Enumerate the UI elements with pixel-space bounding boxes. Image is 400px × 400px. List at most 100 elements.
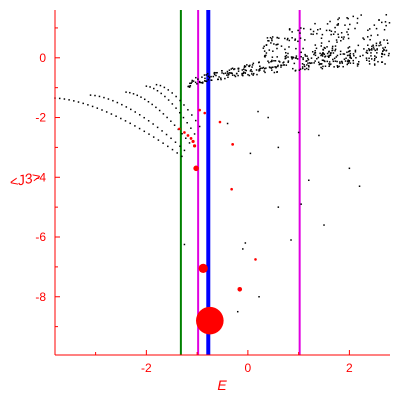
band-point [226, 70, 229, 73]
cloud-point [284, 37, 286, 40]
band-point [383, 53, 386, 56]
band-point [224, 72, 227, 74]
family-3-point [190, 127, 192, 129]
band-point [243, 66, 246, 68]
cloud-point [295, 47, 297, 50]
band-point [299, 68, 302, 70]
band-point [279, 61, 281, 63]
x-tick-labels: -2 0 2 [141, 361, 353, 375]
band-point [292, 56, 294, 58]
family-2-point [129, 91, 131, 94]
band-point [251, 70, 253, 73]
band-point [324, 65, 327, 67]
band-point [292, 67, 294, 70]
cloud-point [334, 31, 336, 33]
band-point [192, 80, 195, 82]
band-point [332, 60, 335, 63]
cloud-point [277, 43, 279, 46]
family-2-point [181, 132, 183, 135]
band-point [213, 73, 216, 76]
band-point [353, 54, 355, 57]
family-3-point [178, 111, 181, 114]
band-point [328, 65, 330, 68]
band-point [341, 61, 343, 63]
cloud-point [316, 32, 318, 35]
cloud-point [366, 36, 369, 38]
cloud-point [370, 34, 372, 37]
band-point [206, 72, 209, 75]
band-point [263, 67, 266, 70]
band-point [371, 49, 373, 51]
band-point [370, 52, 372, 54]
band-point [233, 74, 236, 77]
band-point [213, 72, 215, 74]
cloud-point [381, 52, 383, 55]
band-point [204, 77, 206, 80]
cloud-point [271, 39, 273, 42]
band-point [203, 80, 206, 82]
cloud-point [300, 27, 302, 29]
cloud-point [303, 27, 305, 30]
cloud-point [337, 24, 339, 26]
band-point [349, 62, 352, 64]
band-point [328, 61, 331, 63]
band-point [320, 54, 322, 57]
cloud-point [271, 36, 274, 38]
band-point [226, 74, 228, 76]
band-point [255, 69, 258, 71]
family-3-point [160, 92, 162, 95]
family-2-point [151, 103, 153, 106]
family-1-point [143, 116, 145, 119]
band-point [270, 60, 272, 63]
cloud-point [367, 29, 369, 32]
band-point [322, 65, 324, 68]
band-point [304, 68, 306, 71]
cloud-point [360, 14, 362, 16]
cloud-point [263, 50, 266, 52]
band-point [346, 60, 349, 63]
band-point [250, 69, 252, 71]
band-point [198, 80, 201, 83]
band-point [243, 65, 246, 67]
band-point [251, 64, 254, 66]
band-point [287, 60, 290, 62]
isolated-point [183, 243, 186, 246]
family-2-point [170, 120, 172, 122]
cloud-point [335, 39, 338, 41]
band-point [350, 57, 353, 60]
band-point [377, 60, 379, 63]
band-point [324, 60, 326, 63]
cloud-point [384, 21, 387, 23]
cloud-point [340, 39, 342, 42]
band-point [251, 66, 253, 68]
isolated-point [318, 134, 320, 137]
band-point [230, 72, 232, 74]
cloud-point [371, 47, 373, 50]
band-point [320, 63, 322, 65]
family-0-point [171, 148, 174, 151]
cloud-point [297, 29, 299, 32]
cloud-point [330, 33, 332, 36]
cloud-point [354, 27, 356, 30]
band-point [233, 68, 235, 71]
band-point [296, 58, 299, 60]
band-point [259, 65, 261, 68]
family-1-point [98, 95, 101, 98]
band-point [316, 57, 318, 60]
band-point [328, 54, 331, 57]
cloud-point [321, 54, 323, 56]
cloud-point [314, 50, 316, 52]
band-point [261, 67, 263, 69]
band-point [228, 72, 231, 74]
family-2-point [155, 106, 157, 109]
family-2-point [132, 93, 135, 95]
highlight-point [237, 286, 243, 292]
band-point [342, 65, 344, 68]
family-0-point [73, 100, 75, 102]
band-point [336, 65, 339, 67]
band-point [259, 69, 261, 71]
band-point [384, 46, 387, 49]
band-point [339, 62, 341, 65]
isolated-point [348, 167, 351, 170]
band-point [283, 64, 285, 66]
